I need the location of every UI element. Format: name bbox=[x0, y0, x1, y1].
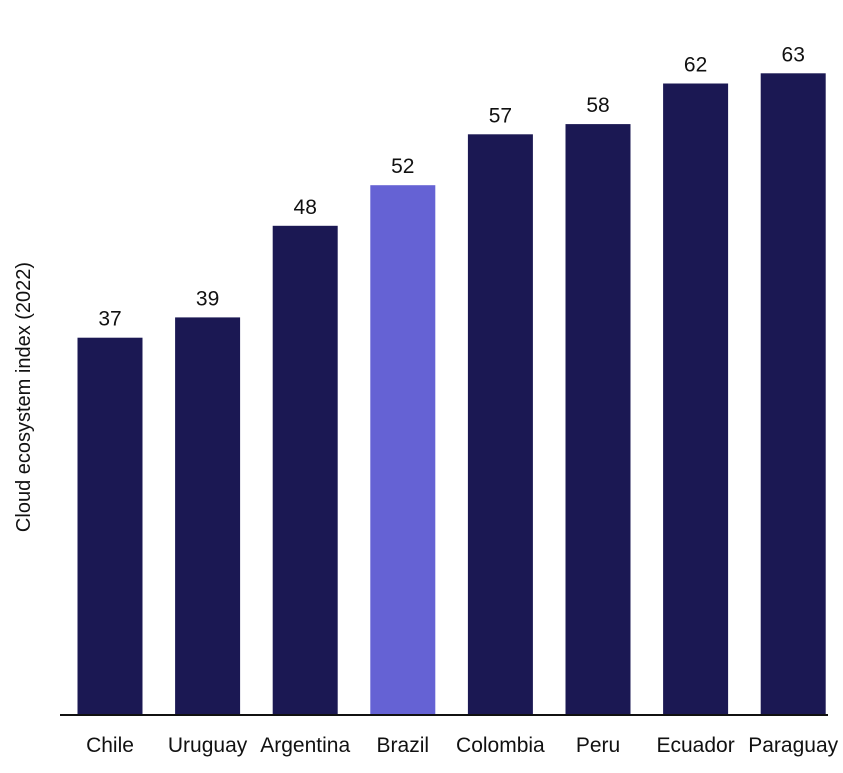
bar-argentina bbox=[272, 225, 338, 715]
x-tick-label-colombia: Colombia bbox=[456, 734, 545, 757]
value-label-brazil: 52 bbox=[391, 155, 414, 178]
value-label-chile: 37 bbox=[98, 308, 121, 331]
x-tick-label-ecuador: Ecuador bbox=[656, 734, 734, 757]
value-label-colombia: 57 bbox=[489, 104, 512, 127]
y-axis-title: Cloud ecosystem index (2022) bbox=[13, 262, 35, 532]
value-label-paraguay: 63 bbox=[782, 43, 805, 66]
x-tick-label-argentina: Argentina bbox=[260, 734, 350, 757]
bar-ecuador bbox=[663, 83, 729, 714]
bar-peru bbox=[565, 124, 631, 715]
value-label-uruguay: 39 bbox=[196, 287, 219, 310]
x-tick-label-uruguay: Uruguay bbox=[168, 734, 248, 757]
value-labels-group: 37 39 48 52 57 58 62 63 bbox=[98, 43, 805, 330]
x-tick-labels-group: Chile Uruguay Argentina Brazil Colombia Peru E… bbox=[86, 734, 839, 757]
bar-uruguay bbox=[175, 317, 241, 714]
x-tick-label-peru: Peru bbox=[576, 734, 620, 757]
x-tick-label-paraguay: Paraguay bbox=[748, 734, 838, 757]
value-label-peru: 58 bbox=[586, 94, 609, 117]
value-label-ecuador: 62 bbox=[684, 54, 707, 77]
bar-chile bbox=[77, 337, 143, 714]
bar-colombia bbox=[467, 134, 533, 715]
bars-group bbox=[77, 73, 826, 715]
x-tick-label-brazil: Brazil bbox=[377, 734, 430, 757]
bar-paraguay bbox=[760, 73, 826, 715]
value-label-argentina: 48 bbox=[294, 196, 317, 219]
x-tick-label-chile: Chile bbox=[86, 734, 134, 757]
bar-brazil bbox=[370, 185, 436, 714]
